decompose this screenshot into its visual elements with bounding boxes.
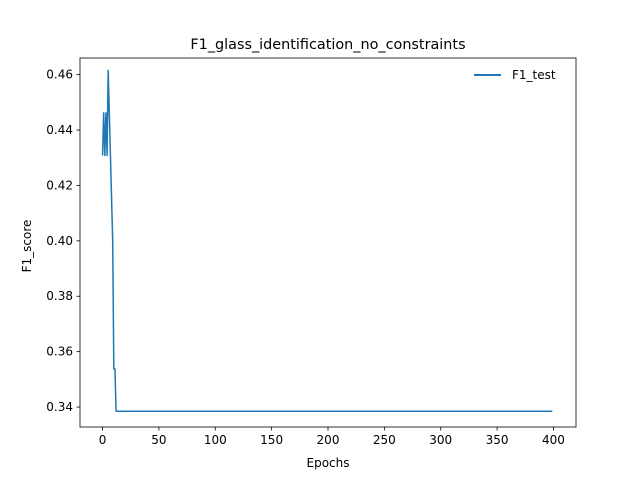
y-tick-label: 0.44 (46, 123, 73, 137)
x-tick-label: 0 (99, 433, 107, 447)
y-tick-label: 0.40 (46, 234, 73, 248)
x-tick-label: 400 (542, 433, 565, 447)
x-tick-label: 150 (260, 433, 283, 447)
x-tick-label: 100 (204, 433, 227, 447)
series-line-f1-test (101, 69, 553, 412)
x-tick-label: 50 (151, 433, 166, 447)
x-axis-label: Epochs (307, 456, 350, 470)
y-axis-label: F1_score (20, 220, 34, 273)
y-tick-label: 0.46 (46, 68, 73, 82)
y-tick-label: 0.34 (46, 400, 73, 414)
chart-title: F1_glass_identification_no_constraints (190, 37, 465, 53)
y-tick-label: 0.42 (46, 178, 73, 192)
y-tick-label: 0.38 (46, 289, 73, 303)
plot-area: 0 50 100 150 200 250 300 350 400 0.34 0.36 0.38 0.40… (46, 57, 577, 447)
x-tick-label: 250 (373, 433, 396, 447)
x-tick-label: 350 (486, 433, 509, 447)
legend-label-f1-test: F1_test (512, 68, 556, 82)
y-tick-label: 0.36 (46, 345, 73, 359)
x-tick-label: 200 (317, 433, 340, 447)
x-tick-label: 300 (429, 433, 452, 447)
legend: F1_test (474, 68, 556, 82)
